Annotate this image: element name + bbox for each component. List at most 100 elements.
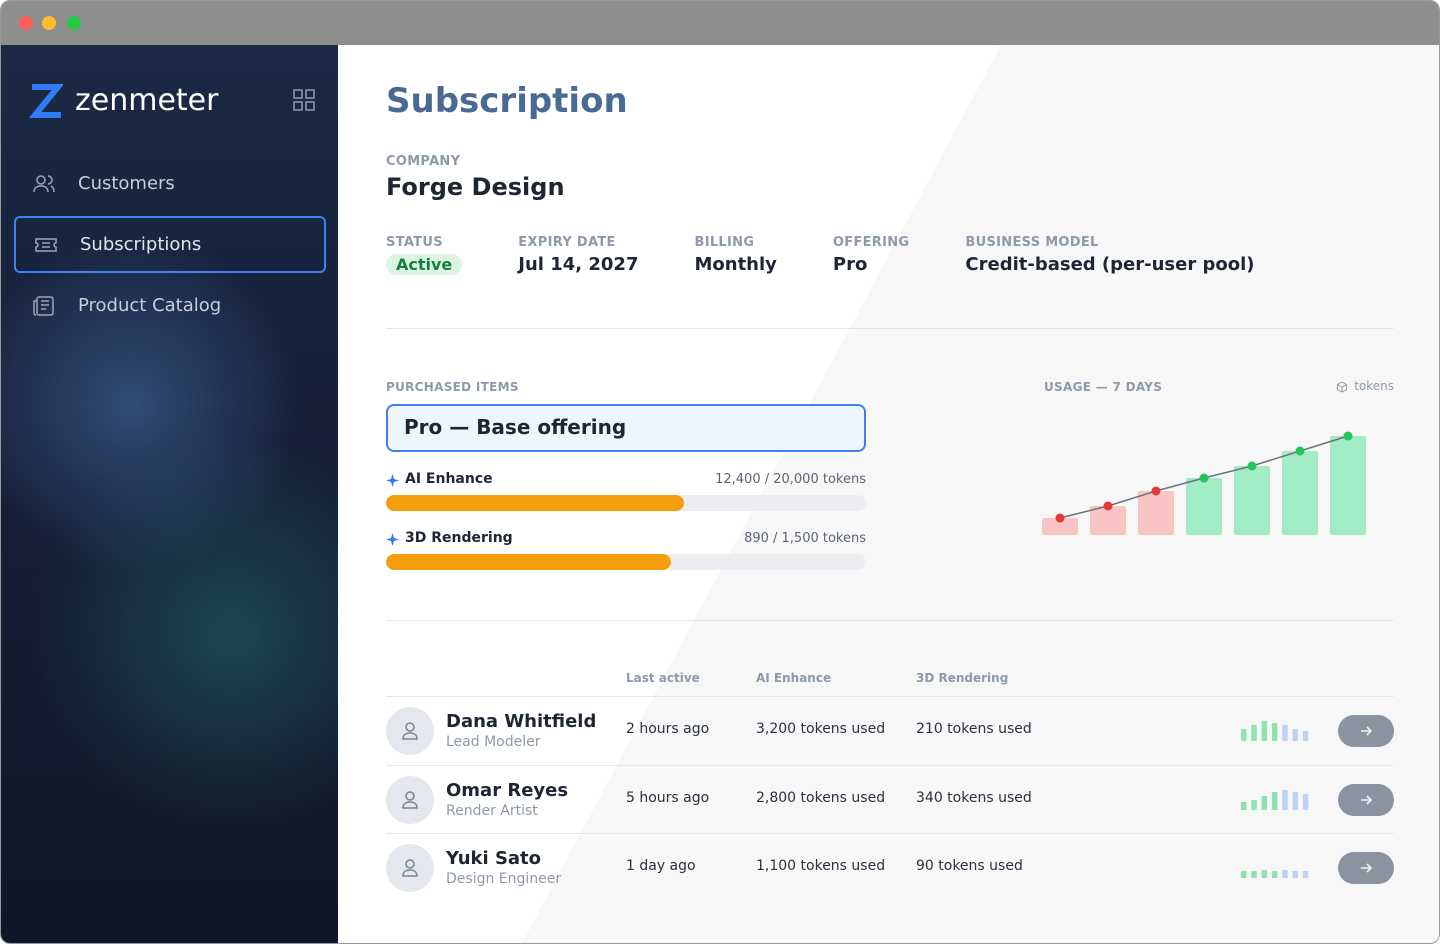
logo: zenmeter bbox=[29, 83, 218, 118]
arrow-icon bbox=[1361, 794, 1373, 805]
item-usage: 12,400 / 20,000 tokens bbox=[715, 472, 866, 487]
field-label: OFFERING bbox=[832, 235, 910, 250]
zoom-button[interactable] bbox=[67, 16, 81, 30]
member-role: Render Artist bbox=[446, 802, 538, 819]
progress-track bbox=[386, 554, 866, 570]
usage-dot bbox=[1343, 431, 1353, 441]
grid-icon[interactable] bbox=[293, 89, 315, 111]
activity-bar bbox=[1292, 729, 1298, 741]
usage-dot bbox=[1247, 461, 1257, 471]
table-row: Omar Reyes Render Artist 5 hours ago 2,800 … bbox=[386, 764, 1394, 833]
field: STATUS Active bbox=[386, 235, 463, 275]
offering-box[interactable]: Pro — Base offering bbox=[386, 404, 866, 452]
main-content: Subscription COMPANY Forge Design STATUS… bbox=[338, 45, 1439, 943]
member-name: Yuki Sato bbox=[446, 848, 542, 869]
activity-bar bbox=[1271, 723, 1278, 741]
nav-label: Subscriptions bbox=[80, 234, 202, 255]
field-label: BUSINESS MODEL bbox=[965, 235, 1099, 250]
member-name: Dana Whitfield bbox=[446, 711, 597, 732]
activity-bar bbox=[1261, 870, 1268, 878]
fields: STATUS Active EXPIRY DATE Jul 14, 2027 BILLI… bbox=[386, 235, 1311, 275]
field-value: Jul 14, 2027 bbox=[518, 254, 638, 275]
field-value: Pro bbox=[833, 254, 910, 275]
field-value: Credit-based (per-user pool) bbox=[965, 254, 1254, 275]
cell: 2 hours ago bbox=[626, 721, 710, 737]
activity-sparkline bbox=[1241, 721, 1309, 741]
close-button[interactable] bbox=[19, 16, 33, 30]
sparkle-icon bbox=[386, 474, 399, 487]
field: EXPIRY DATE Jul 14, 2027 bbox=[518, 235, 638, 275]
activity-bar bbox=[1261, 721, 1268, 741]
field-value-text: Monthly bbox=[694, 254, 777, 275]
usage-dot bbox=[1103, 501, 1113, 511]
activity-bar bbox=[1302, 731, 1309, 741]
cell: 340 tokens used bbox=[916, 789, 1032, 806]
activity-bar bbox=[1292, 791, 1298, 810]
field-label: STATUS bbox=[386, 235, 443, 250]
app-name: zenmeter bbox=[75, 83, 219, 118]
field-value-text: Jul 14, 2027 bbox=[518, 254, 639, 275]
usage-bar bbox=[1138, 491, 1174, 535]
item-usage: 890 / 1,500 tokens bbox=[744, 531, 866, 546]
table-row: Yuki Sato Design Engineer 1 day ago 1,100 t… bbox=[386, 833, 1394, 901]
usage-dot bbox=[1199, 473, 1209, 483]
activity-bar bbox=[1271, 871, 1278, 878]
nav-label: Customers bbox=[78, 173, 175, 194]
activity-bar bbox=[1241, 801, 1247, 810]
member-role: Design Engineer bbox=[446, 871, 562, 887]
cell: 3,200 tokens used bbox=[756, 721, 886, 737]
usage-bar bbox=[1186, 478, 1222, 535]
field-value: Monthly bbox=[694, 254, 776, 275]
field-value: Active bbox=[386, 254, 463, 275]
field-value-text: Active bbox=[386, 254, 463, 275]
open-button[interactable] bbox=[1338, 783, 1394, 816]
member-name: Omar Reyes bbox=[446, 779, 569, 801]
item-name: 3D Rendering bbox=[405, 530, 513, 546]
nav-item[interactable]: Customers bbox=[14, 155, 326, 212]
sidebar: zenmeter Customers Subscriptions Product C… bbox=[1, 45, 338, 943]
company-label: COMPANY bbox=[386, 154, 461, 169]
field: BILLING Monthly bbox=[694, 235, 776, 275]
company-name: Forge Design bbox=[386, 173, 565, 201]
minimize-button[interactable] bbox=[42, 16, 56, 30]
progress-fill bbox=[386, 495, 684, 511]
avatar bbox=[386, 775, 434, 824]
activity-bar bbox=[1282, 789, 1288, 810]
nav-icon bbox=[33, 295, 54, 316]
field: OFFERING Pro bbox=[833, 235, 910, 275]
activity-bar bbox=[1292, 871, 1298, 878]
activity-bar bbox=[1251, 799, 1257, 810]
open-button[interactable] bbox=[1338, 852, 1394, 884]
item-name: AI Enhance bbox=[405, 471, 493, 487]
usage-bar bbox=[1330, 436, 1366, 535]
progress-track bbox=[386, 495, 866, 511]
activity-bar bbox=[1282, 725, 1288, 741]
sparkle-icon bbox=[386, 533, 399, 546]
field-label: EXPIRY DATE bbox=[518, 235, 616, 250]
activity-bar bbox=[1302, 871, 1309, 878]
avatar bbox=[386, 844, 434, 892]
nav-item[interactable]: Product Catalog bbox=[14, 277, 326, 334]
avatar bbox=[386, 707, 434, 755]
field-value-text: Pro bbox=[832, 254, 868, 275]
cell: 1,100 tokens used bbox=[756, 858, 886, 874]
nav-item[interactable]: Subscriptions bbox=[14, 216, 326, 273]
logo-icon bbox=[29, 83, 63, 118]
usage-bar bbox=[1282, 451, 1318, 535]
chart-unit: tokens bbox=[1354, 379, 1394, 393]
activity-bar bbox=[1251, 725, 1257, 741]
member-role: Lead Modeler bbox=[446, 734, 541, 750]
activity-bar bbox=[1302, 793, 1309, 810]
table-row: Dana Whitfield Lead Modeler 2 hours ago 3,2… bbox=[386, 696, 1394, 764]
background-shape bbox=[522, 45, 1439, 943]
usage-bar bbox=[1042, 518, 1078, 535]
cell: 1 day ago bbox=[626, 858, 696, 874]
purchased-label: PURCHASED ITEMS bbox=[386, 380, 519, 394]
open-button[interactable] bbox=[1338, 715, 1394, 747]
field-label: BILLING bbox=[694, 235, 755, 250]
title-bar bbox=[1, 1, 1439, 45]
page-title: Subscription bbox=[386, 81, 628, 121]
activity-sparkline bbox=[1241, 789, 1309, 810]
